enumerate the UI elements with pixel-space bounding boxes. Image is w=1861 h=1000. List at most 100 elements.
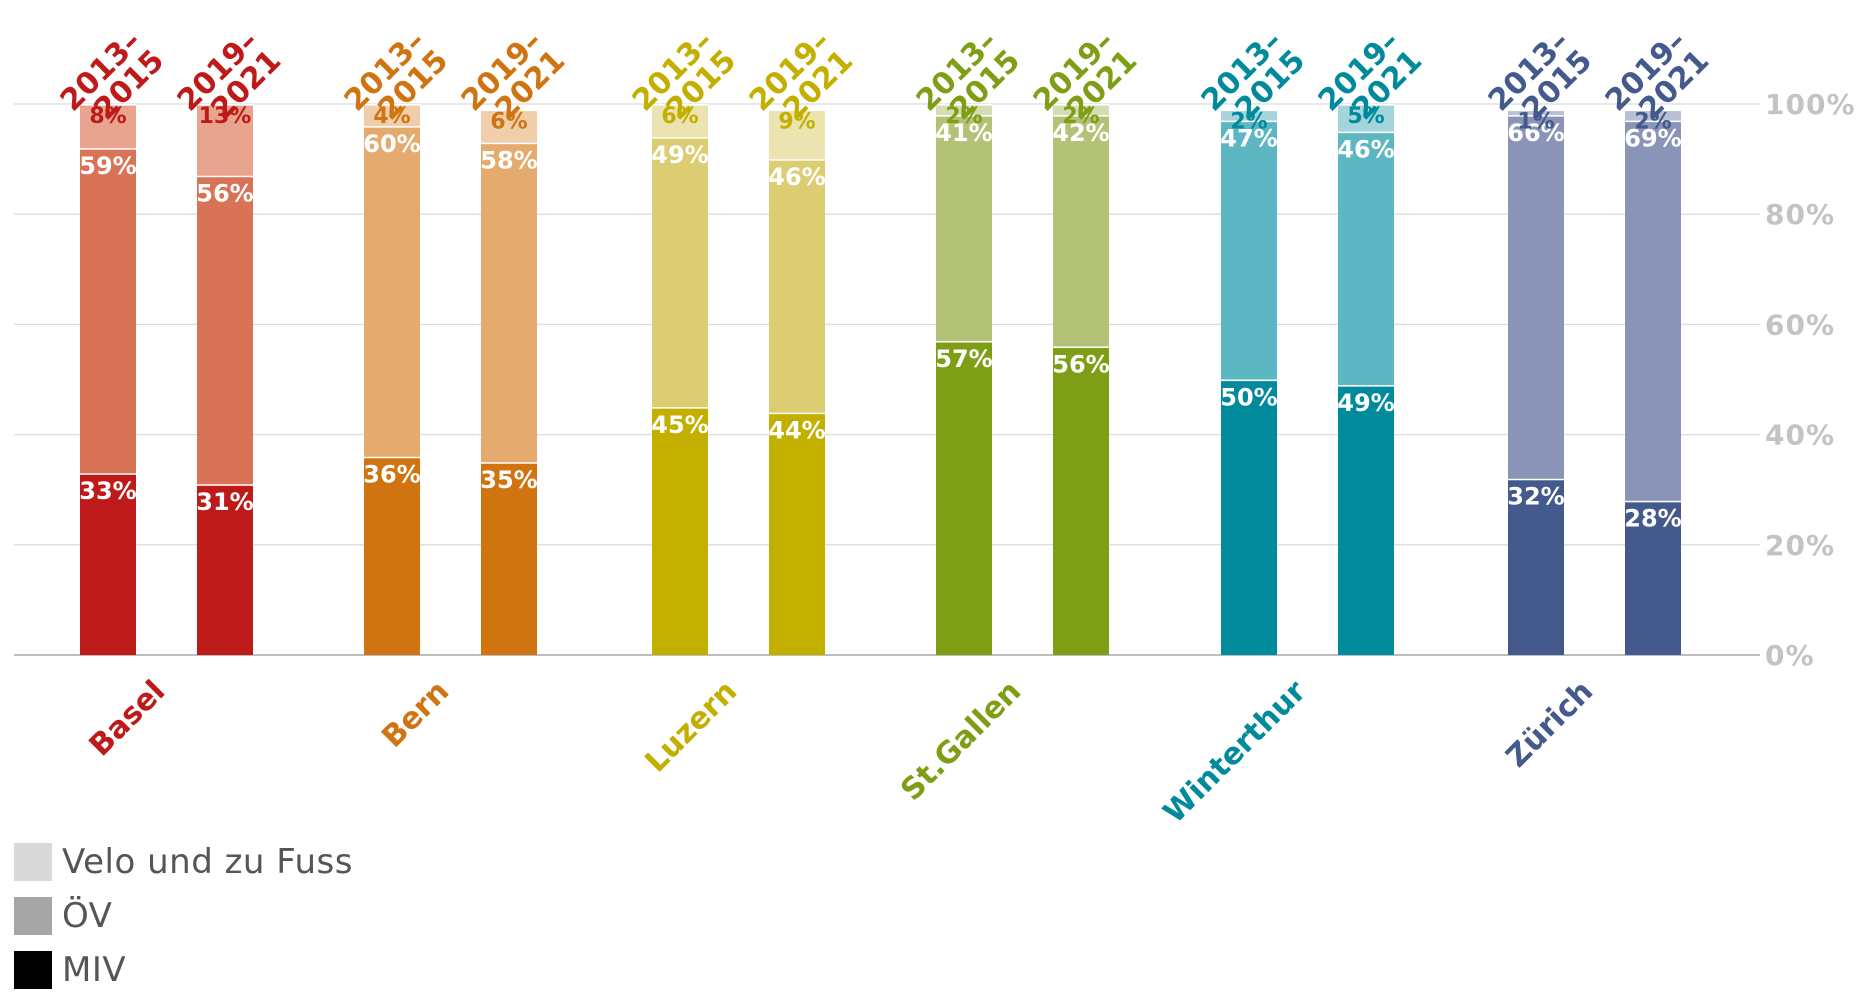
data-label-velo: 2%: [1062, 104, 1099, 129]
bar-segment-ov: [197, 175, 253, 485]
segment-separator: [197, 175, 253, 178]
segment-separator: [80, 473, 136, 475]
segment-separator: [936, 104, 992, 106]
bar-segment-ov: [1338, 131, 1394, 386]
data-label-ov: 66%: [1507, 119, 1564, 147]
y-tick-label: 40%: [1765, 419, 1835, 452]
bar-segment-miv: [769, 412, 825, 655]
category-label: Bern: [375, 674, 456, 755]
segment-separator: [1508, 109, 1564, 112]
category-label: Zürich: [1500, 674, 1601, 775]
segment-separator: [1625, 500, 1681, 503]
bar-segment-miv: [80, 473, 136, 655]
segment-separator: [769, 412, 825, 415]
segment-separator: [652, 104, 708, 106]
category-label: St.Gallen: [894, 674, 1028, 808]
segment-separator: [1221, 109, 1277, 112]
data-label-ov: 46%: [768, 163, 825, 191]
legend-item-miv: MIV: [14, 943, 353, 997]
data-label-miv: 36%: [363, 461, 420, 489]
bar-segment-miv: [1053, 346, 1109, 655]
data-label-ov: 60%: [363, 130, 420, 158]
data-label-ov: 58%: [480, 147, 537, 175]
segment-separator: [197, 484, 253, 486]
period-label: 2019–2021: [1599, 22, 1716, 139]
legend-label-velo: Velo und zu Fuss: [62, 842, 353, 882]
bar-segment-ov: [1625, 120, 1681, 501]
segment-separator: [1221, 120, 1277, 123]
period-label: 2013–2015: [1482, 22, 1599, 139]
segment-separator: [1508, 115, 1564, 117]
data-label-miv: 44%: [768, 417, 825, 445]
segment-separator: [769, 109, 825, 112]
bar-segment-velo: [1338, 104, 1394, 132]
segment-separator: [364, 104, 420, 106]
data-label-miv: 28%: [1624, 505, 1681, 533]
segment-separator: [80, 148, 136, 150]
bar-segment-miv: [652, 407, 708, 655]
data-label-velo: 13%: [199, 104, 252, 129]
bar-segment-miv: [364, 456, 420, 655]
segment-separator: [1508, 478, 1564, 481]
data-label-ov: 42%: [1052, 119, 1109, 147]
period-label: 2019–2021: [171, 22, 288, 139]
bar-segment-velo: [652, 104, 708, 138]
data-label-miv: 57%: [935, 345, 992, 373]
bar-segment-velo: [197, 104, 253, 176]
legend-swatch-ov: [14, 897, 52, 935]
data-label-velo: 8%: [89, 104, 126, 129]
bar-segment-velo: [80, 104, 136, 149]
y-tick-label: 0%: [1765, 639, 1815, 672]
legend-label-ov: ÖV: [62, 896, 113, 936]
y-tick-label: 20%: [1765, 529, 1835, 562]
segment-separator: [481, 142, 537, 145]
legend-swatch-velo: [14, 843, 52, 881]
bar-segment-velo: [481, 109, 537, 143]
y-tick-label: 60%: [1765, 308, 1835, 341]
data-label-ov: 49%: [651, 141, 708, 169]
bar-segment-ov: [652, 137, 708, 408]
segment-separator: [1053, 346, 1109, 349]
bar-segment-miv: [1508, 478, 1564, 655]
period-label: 2013–2015: [338, 22, 455, 139]
bar-segment-ov: [481, 142, 537, 463]
segment-separator: [1053, 115, 1109, 117]
bar-segment-velo: [1053, 104, 1109, 116]
data-label-miv: 50%: [1220, 384, 1277, 412]
segment-separator: [364, 456, 420, 459]
data-label-velo: 4%: [373, 104, 410, 129]
data-label-velo: 2%: [1634, 110, 1671, 135]
segment-separator: [1053, 104, 1109, 106]
y-tick-label: 80%: [1765, 198, 1835, 231]
bar-segment-velo: [364, 104, 420, 127]
data-label-miv: 45%: [651, 411, 708, 439]
segment-separator: [1221, 379, 1277, 382]
segment-separator: [481, 462, 537, 464]
category-label: Basel: [83, 674, 173, 764]
legend-item-ov: ÖV: [14, 889, 353, 943]
bar-segment-miv: [197, 484, 253, 655]
data-label-velo: 1%: [1517, 110, 1554, 135]
bar-segment-ov: [364, 126, 420, 457]
category-label: Winterthur: [1157, 674, 1313, 830]
data-label-ov: 69%: [1624, 125, 1681, 153]
bar-segment-velo: [1221, 109, 1277, 121]
bar-segment-ov: [936, 115, 992, 341]
y-tick-label: 100%: [1765, 88, 1856, 121]
bar-segment-ov: [1221, 120, 1277, 380]
period-label: 2019–2021: [1027, 22, 1144, 139]
segment-separator: [1338, 104, 1394, 106]
bar-segment-ov: [1053, 115, 1109, 347]
legend-swatch-miv: [14, 951, 52, 989]
bar-segment-miv: [936, 340, 992, 655]
segment-separator: [364, 126, 420, 128]
bar-segment-ov: [1508, 115, 1564, 479]
bar-segment-miv: [1338, 385, 1394, 655]
data-label-miv: 33%: [79, 477, 136, 505]
data-label-miv: 49%: [1337, 389, 1394, 417]
data-label-velo: 9%: [778, 110, 815, 135]
segment-separator: [936, 115, 992, 117]
segment-separator: [1625, 109, 1681, 112]
data-label-velo: 2%: [945, 104, 982, 129]
data-label-velo: 2%: [1230, 110, 1267, 135]
